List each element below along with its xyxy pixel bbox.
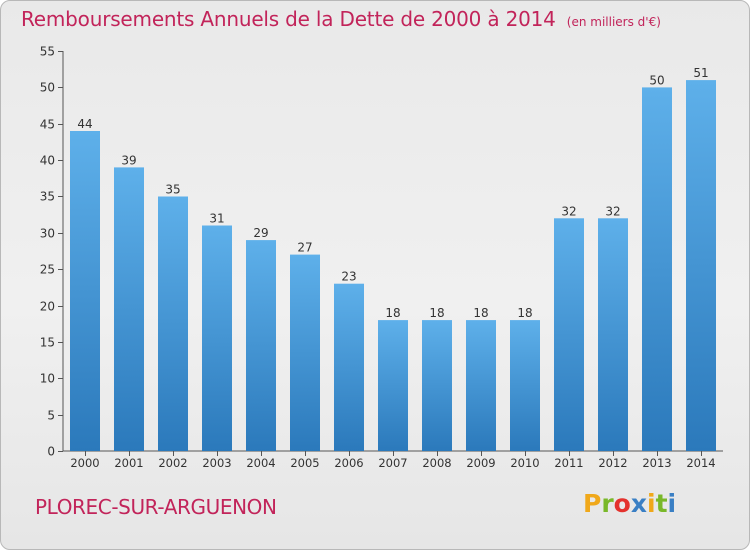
data-label: 50: [649, 73, 664, 87]
bar-2000: [70, 131, 100, 451]
y-tick-label: 55: [40, 45, 55, 59]
data-label: 32: [605, 204, 620, 218]
data-label: 35: [165, 182, 180, 196]
y-tick-label: 35: [40, 190, 55, 204]
logo-letter: P: [583, 489, 602, 518]
y-tick-label: 5: [47, 409, 55, 423]
x-tick-label: 2014: [686, 456, 715, 470]
bar-2001: [114, 167, 144, 451]
data-label: 39: [121, 153, 136, 167]
data-label: 32: [561, 204, 576, 218]
bar-2011: [554, 218, 584, 451]
x-tick-label: 2009: [466, 456, 495, 470]
x-tick-label: 2005: [290, 456, 319, 470]
y-tick-label: 45: [40, 118, 55, 132]
data-label: 44: [77, 117, 92, 131]
chart-title: Remboursements Annuels de la Dette de 20…: [21, 7, 556, 31]
bar-2007: [378, 320, 408, 451]
data-label: 51: [693, 66, 708, 80]
bar-2002: [158, 196, 188, 451]
data-label: 23: [341, 270, 356, 284]
bar-2003: [202, 225, 232, 451]
x-tick-label: 2007: [378, 456, 407, 470]
y-tick-label: 40: [40, 154, 55, 168]
bar-2006: [334, 283, 364, 451]
logo-letter: t: [655, 489, 668, 518]
data-label: 18: [429, 306, 444, 320]
y-tick-label: 30: [40, 227, 55, 241]
y-tick-label: 50: [40, 81, 55, 95]
data-label: 18: [385, 306, 400, 320]
bar-2014: [686, 80, 716, 451]
logo-letter: x: [630, 489, 647, 518]
data-label: 18: [473, 306, 488, 320]
bar-2013: [642, 87, 672, 452]
x-tick-label: 2000: [70, 456, 99, 470]
x-tick-label: 2001: [114, 456, 143, 470]
data-label: 18: [517, 306, 532, 320]
y-tick-label: 20: [40, 300, 55, 314]
logo-letter: r: [601, 489, 614, 518]
x-tick-label: 2008: [422, 456, 451, 470]
bar-2010: [510, 320, 540, 451]
logo-letter: i: [667, 489, 677, 518]
y-tick-label: 25: [40, 263, 55, 277]
x-tick-label: 2010: [510, 456, 539, 470]
proxiti-logo: Proxiti: [583, 489, 676, 518]
x-tick-label: 2012: [598, 456, 627, 470]
x-tick-label: 2003: [202, 456, 231, 470]
x-tick-label: 2013: [642, 456, 671, 470]
data-label: 29: [253, 226, 268, 240]
data-label: 31: [209, 212, 224, 226]
x-tick-label: 2004: [246, 456, 275, 470]
y-tick-label: 10: [40, 372, 55, 386]
y-tick-label: 0: [47, 445, 55, 459]
bar-2005: [290, 254, 320, 451]
x-tick-label: 2006: [334, 456, 363, 470]
logo-letter: o: [613, 489, 631, 518]
logo-letter: i: [647, 489, 656, 518]
x-tick-label: 2002: [158, 456, 187, 470]
bar-2004: [246, 240, 276, 451]
chart-unit: (en milliers d'€): [566, 15, 661, 29]
bar-2008: [422, 320, 452, 451]
y-tick-label: 15: [40, 336, 55, 350]
x-tick-label: 2011: [554, 456, 583, 470]
bar-2009: [466, 320, 496, 451]
commune-name: PLOREC-SUR-ARGUENON: [35, 495, 277, 519]
data-label: 27: [297, 241, 312, 255]
chart-header: Remboursements Annuels de la Dette de 20…: [21, 7, 661, 31]
bar-2012: [598, 218, 628, 451]
